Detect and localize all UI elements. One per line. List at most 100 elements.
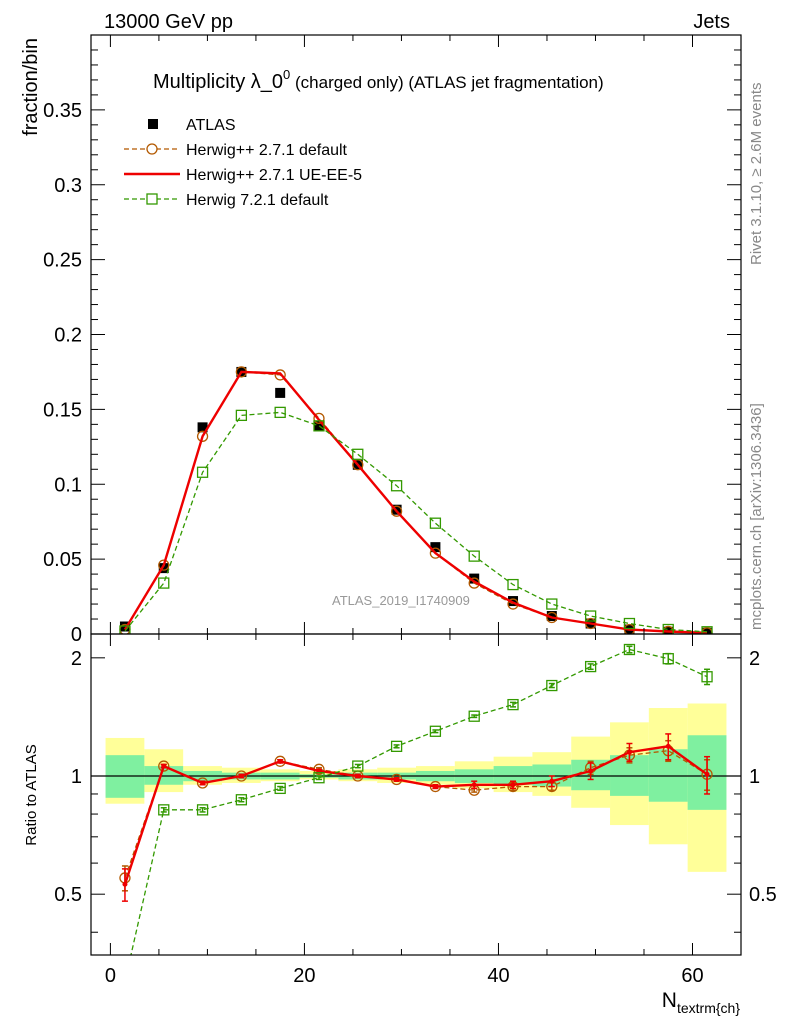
legend-herwig-7-2-1-default-marker	[146, 193, 158, 205]
series-herwig-2-7-1-ue-ee-5-line	[123, 745, 708, 885]
series-herwig-7-2-1-default-point	[468, 710, 480, 722]
title-rest: (charged only) (ATLAS jet fragmentation)	[290, 73, 603, 92]
series-herwig-2-7-1-ue-ee-5-point	[510, 782, 516, 788]
series-herwig-2-7-1-ue-ee-5-point	[238, 773, 244, 779]
series-herwig-7-2-1-default-point	[701, 626, 713, 634]
series-herwig-7-2-1-default-point	[158, 577, 170, 589]
y-tick-label: 0.25	[43, 250, 82, 272]
series-herwig-7-2-1-default-point	[235, 409, 248, 422]
x-axis-label: Ntextrm{ch}	[662, 989, 741, 1016]
x-tick-label: 60	[681, 965, 703, 987]
series-herwig-2-7-1-default-point	[313, 412, 325, 425]
series-herwig-2-7-1-ue-ee-5-point	[432, 784, 438, 790]
legend-herwig-2-7-1-default-label: Herwig++ 2.7.1 default	[186, 142, 348, 159]
series-herwig-2-7-1-default-point	[158, 760, 170, 772]
y-tick-label: 1	[71, 766, 82, 788]
series-herwig-2-7-1-default-point	[196, 430, 209, 442]
y-tick-label: 0.3	[54, 175, 82, 197]
series-herwig-7-2-1-default-point	[352, 760, 364, 772]
series-atlas-point	[508, 596, 519, 607]
series-herwig-2-7-1-ue-ee-5-point	[588, 768, 594, 774]
x-axis-label-main: N	[662, 989, 677, 1012]
legend-atlas-label: ATLAS	[186, 117, 236, 134]
series-atlas-point	[275, 387, 286, 398]
series-herwig-7-2-1-default-point	[119, 625, 131, 634]
series-herwig-2-7-1-default-point	[158, 559, 170, 571]
series-herwig-2-7-1-ue-ee-5-point	[200, 780, 206, 786]
analysis-watermark: ATLAS_2019_I1740909	[332, 593, 470, 608]
header-left-label: 13000 GeV pp	[104, 11, 233, 33]
x-tick-label: 20	[293, 965, 315, 987]
rivet-version-label: Rivet 3.1.10, ≥ 2.6M events	[748, 83, 765, 266]
series-herwig-2-7-1-ue-ee-5-point	[161, 763, 167, 769]
series-atlas-point	[430, 542, 441, 553]
series-herwig-7-2-1-default-point	[196, 466, 209, 478]
series-herwig-7-2-1-default-point	[196, 804, 209, 816]
series-herwig-7-2-1-default-point	[274, 782, 286, 795]
series-herwig-7-2-1-default-point	[468, 550, 480, 562]
legend-herwig-2-7-1-default-marker	[146, 143, 158, 155]
series-herwig-2-7-1-ue-ee-5-line	[123, 370, 708, 634]
x-tick-label: 0	[105, 965, 116, 987]
y-tick-label-right: 0.5	[749, 884, 777, 906]
y-tick-label: 0	[71, 624, 82, 646]
y-tick-label-right: 2	[749, 648, 760, 670]
series-atlas-point	[313, 420, 324, 431]
series-herwig-7-2-1-default-point	[507, 698, 519, 711]
series-herwig-2-7-1-ue-ee-5-point	[122, 881, 128, 887]
main-plot-panel: 0 0.05 0.1 0.15 0.2 0.25 0.3 0.35	[43, 34, 742, 646]
y-tick-label-right: 1	[749, 766, 760, 788]
y-tick-label: 0.1	[54, 474, 82, 496]
series-herwig-7-2-1-default-point	[235, 794, 248, 806]
series-herwig-7-2-1-default-point	[507, 578, 519, 591]
panel-frame	[90, 633, 742, 956]
series-herwig-7-2-1-default-point	[546, 598, 558, 610]
series-atlas-point	[702, 627, 713, 634]
y-tick-label: 2	[71, 648, 82, 670]
series-herwig-2-7-1-ue-ee-5-point	[704, 771, 710, 777]
series-herwig-7-2-1-default-point	[662, 653, 674, 665]
series-herwig-2-7-1-default-point	[390, 505, 403, 517]
series-herwig-7-2-1-default-point	[546, 679, 558, 692]
plot-title: Multiplicity λ_00 (charged only) (ATLAS …	[153, 67, 604, 93]
ratio-plot-panel: 0 20 40 60 0.5 0.5 1 1 2 2	[54, 633, 777, 987]
series-herwig-7-2-1-default-point	[274, 406, 286, 419]
y-tick-label: 0.35	[43, 100, 82, 122]
series-herwig-7-2-1-default-point	[623, 617, 636, 630]
series-herwig-7-2-1-default-line	[130, 648, 708, 955]
series-herwig-2-7-1-ue-ee-5-point	[549, 778, 555, 784]
series-herwig-7-2-1-default-point	[701, 671, 713, 683]
series-herwig-7-2-1-default-point	[584, 610, 597, 622]
series-herwig-7-2-1-default-point	[623, 643, 636, 656]
plot-area	[119, 366, 713, 634]
series-herwig-7-2-1-default-point	[429, 725, 442, 737]
series-herwig-7-2-1-default-point	[390, 480, 403, 492]
title-superscript: 0	[283, 67, 290, 82]
series-herwig-2-7-1-ue-ee-5-point	[277, 758, 283, 764]
series-atlas-point	[197, 422, 208, 433]
series-herwig-2-7-1-ue-ee-5-point	[665, 743, 671, 749]
series-herwig-2-7-1-default-point	[429, 547, 442, 559]
series-herwig-7-2-1-default-point	[120, 976, 130, 986]
series-herwig-7-2-1-default-point	[313, 772, 325, 784]
series-herwig-7-2-1-default-point	[429, 517, 442, 529]
series-herwig-7-2-1-default-point	[352, 448, 364, 460]
series-atlas-point	[546, 611, 557, 622]
series-herwig-2-7-1-ue-ee-5-point	[355, 773, 361, 779]
ratio-y-axis-label: Ratio to ATLAS	[23, 744, 40, 845]
series-herwig-2-7-1-ue-ee-5-point	[471, 782, 477, 788]
series-herwig-7-2-1-default-line	[124, 411, 708, 633]
header-right-label: Jets	[693, 11, 730, 33]
series-herwig-7-2-1-default-point	[662, 623, 674, 634]
y-tick-label: 0.5	[54, 884, 82, 906]
mcplots-label: mcplots.cern.ch [arXiv:1306.3436]	[748, 403, 765, 630]
series-herwig-2-7-1-ue-ee-5-point	[626, 749, 632, 755]
legend: ATLAS Herwig++ 2.7.1 default Herwig++ 2.7.…	[124, 117, 362, 209]
legend-atlas-marker	[148, 119, 158, 129]
y-tick-label: 0.2	[54, 325, 82, 347]
series-atlas-point	[158, 563, 169, 574]
series-herwig-7-2-1-default-point	[313, 420, 325, 432]
main-y-axis-label: fraction/bin	[20, 38, 42, 136]
series-herwig-7-2-1-default-point	[390, 740, 403, 752]
